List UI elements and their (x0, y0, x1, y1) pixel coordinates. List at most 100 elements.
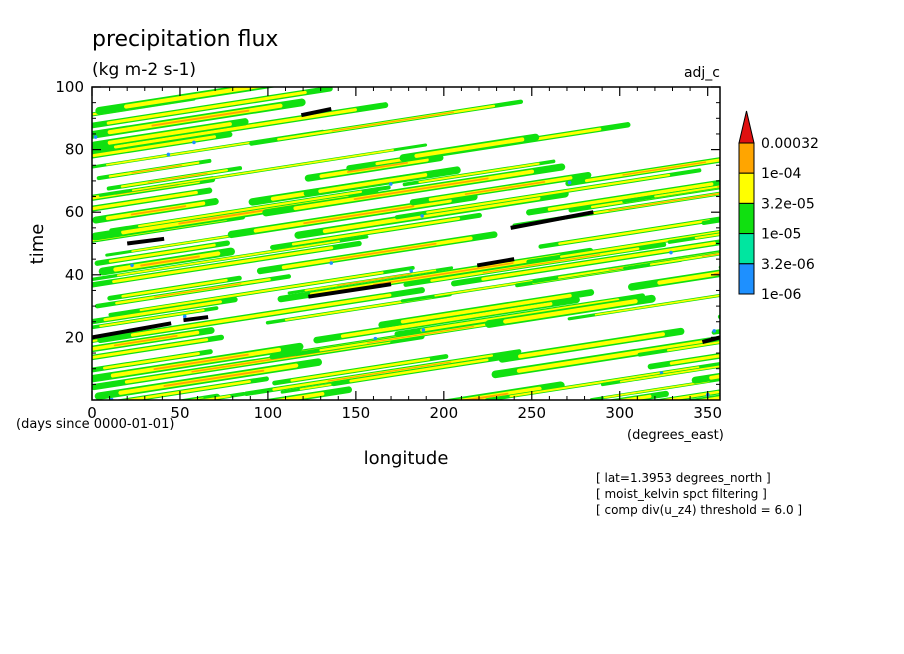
propagation-segment (476, 257, 515, 268)
precip-band (92, 338, 209, 359)
precip-band (113, 108, 357, 149)
precip-band (349, 358, 489, 383)
precip-band (669, 354, 720, 365)
colorbar-swatch (738, 142, 755, 174)
x-tick-label: 50 (170, 404, 189, 422)
x-axis-units: (degrees_east) (627, 428, 724, 443)
colorbar-level-label: 1e-04 (761, 166, 801, 182)
precip-band (508, 480, 512, 484)
precip-band (437, 452, 603, 478)
precip-band (420, 214, 424, 218)
precip-band (131, 164, 183, 174)
colorbar-level-label: 3.2e-05 (761, 196, 815, 212)
precip-band (151, 109, 250, 127)
precip-band (99, 309, 205, 328)
precip-band (730, 309, 862, 329)
precip-band (303, 205, 415, 225)
precip-band (123, 87, 267, 109)
precip-contour-fills (92, 87, 904, 554)
precip-band (94, 431, 311, 465)
precip-band (121, 380, 251, 400)
colorbar-swatch (738, 202, 755, 235)
x-tick-label: 350 (693, 404, 722, 422)
precip-band (140, 255, 200, 267)
propagation-segment (183, 315, 209, 323)
precip-band (331, 111, 455, 132)
propagation-segment (300, 106, 332, 118)
x-tick-label: 0 (87, 404, 97, 422)
precip-band (547, 439, 730, 467)
precip-band (725, 322, 853, 342)
colorbar-swatch (738, 263, 755, 295)
precip-band (528, 471, 580, 479)
colorbar-level-label: 0.00032 (761, 136, 819, 152)
y-tick-label: 20 (65, 328, 84, 346)
precip-band (567, 180, 572, 185)
precip-band (137, 190, 363, 228)
precip-band (709, 374, 720, 380)
precip-band (139, 271, 384, 312)
precip-band (594, 294, 720, 316)
precip-band (414, 137, 525, 158)
precip-band (669, 250, 673, 255)
x-tick-label: 150 (342, 404, 371, 422)
x-tick-label: 100 (254, 404, 283, 422)
precip-band (421, 328, 426, 332)
precip-band (329, 261, 334, 265)
x-axis-label: longitude (364, 448, 449, 469)
annotation-latitude: [ lat=1.3953 degrees_north ] (596, 471, 771, 485)
annotation-filtering: [ moist_kelvin spct filtering ] (596, 487, 767, 501)
precip-band (346, 161, 408, 173)
annotation-threshold: [ comp div(u_z4) threshold = 6.0 ] (596, 503, 802, 517)
precip-band (121, 278, 228, 298)
precip-band (389, 182, 393, 186)
precip-band (711, 329, 720, 335)
x-axis-ticks: 0 50 100 150 200 250 300 350 (87, 87, 722, 422)
colorbar-level-label: 1e-05 (761, 227, 801, 243)
precip-band (163, 369, 265, 387)
precip-band (420, 298, 620, 332)
precip-band (322, 195, 541, 234)
y-tick-label: 80 (65, 141, 84, 159)
precip-band (478, 457, 571, 471)
precip-band (426, 173, 671, 214)
precip-band (131, 149, 394, 192)
precip-band (558, 219, 711, 245)
precip-band (130, 293, 392, 337)
colorbar-swatch (738, 172, 755, 204)
precip-band (153, 353, 249, 371)
precip-band (505, 468, 597, 482)
precip-band (106, 90, 307, 125)
precip-band (619, 365, 720, 383)
precip-band (509, 366, 700, 398)
propagation-segments (92, 106, 720, 345)
precip-band (107, 122, 232, 145)
precip-band (113, 334, 178, 347)
colorbar: 1e-06 3.2e-06 1e-05 3.2e-05 1e-04 0.00032 (738, 110, 819, 303)
precip-band (503, 299, 638, 324)
precip-band (712, 329, 717, 333)
precip-band (654, 185, 720, 198)
colorbar-level-label: 1e-06 (761, 287, 801, 303)
precip-band (147, 172, 208, 183)
y-axis-ticks: 20 40 60 80 100 (55, 78, 720, 385)
precip-band (372, 262, 514, 286)
precip-band (92, 190, 198, 211)
y-axis-label: time (27, 224, 48, 265)
y-tick-label: 40 (65, 266, 84, 284)
precip-band (327, 361, 452, 382)
precip-band (290, 357, 431, 382)
colorbar-level-label: 3.2e-06 (761, 257, 815, 273)
precip-band (192, 140, 196, 145)
precip-band (762, 388, 904, 419)
precip-band (464, 181, 546, 195)
precip-band (329, 242, 437, 261)
precip-band (482, 254, 600, 274)
x-tick-label: 250 (517, 404, 546, 422)
precip-band (479, 450, 483, 454)
y-axis-units: (days since 0000-01-01) (16, 417, 174, 432)
precip-band (763, 313, 837, 325)
precip-band (666, 522, 870, 554)
precip-band (737, 384, 904, 422)
